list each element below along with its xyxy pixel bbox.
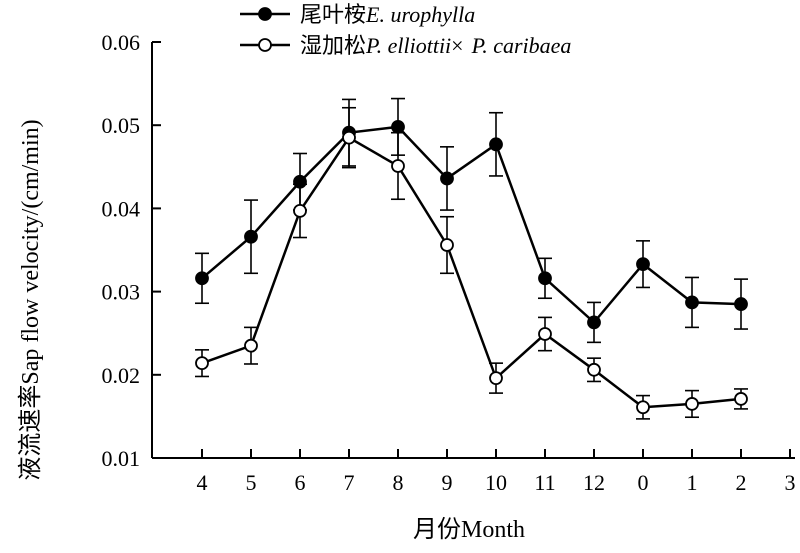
x-tick-label: 0 bbox=[638, 470, 649, 495]
data-point bbox=[685, 295, 699, 310]
data-point bbox=[636, 400, 650, 415]
legend-name-cn: 湿加松 bbox=[300, 33, 366, 58]
data-point bbox=[538, 271, 552, 286]
legend-label: 湿加松P. elliottii× P. caribaea bbox=[300, 33, 571, 58]
data-point bbox=[734, 392, 748, 406]
series-layer bbox=[195, 97, 748, 420]
x-tick-label: 5 bbox=[246, 470, 257, 495]
x-tick-label: 12 bbox=[583, 470, 605, 495]
y-tick-label: 0.02 bbox=[102, 363, 141, 388]
data-point bbox=[587, 315, 601, 330]
legend-name-latin-2: P. caribaea bbox=[471, 33, 572, 58]
y-tick-label: 0.06 bbox=[102, 30, 141, 55]
data-point bbox=[489, 371, 503, 386]
legend-name-cross: × bbox=[451, 33, 463, 58]
legend-name-cn: 尾叶桉 bbox=[300, 2, 366, 27]
legend-marker bbox=[258, 7, 272, 21]
x-tick-label: 3 bbox=[785, 470, 796, 495]
x-tick-label: 7 bbox=[344, 470, 355, 495]
data-point bbox=[538, 327, 552, 341]
series-line bbox=[201, 125, 742, 325]
x-tick-label: 11 bbox=[534, 470, 555, 495]
x-tick-label: 8 bbox=[393, 470, 404, 495]
legend-entry-1: 尾叶桉E. urophylla bbox=[240, 2, 475, 27]
data-point bbox=[587, 362, 601, 377]
data-point bbox=[244, 229, 258, 244]
data-point bbox=[440, 171, 454, 186]
legend: 尾叶桉E. urophylla 湿加松P. elliottii× P. cariba… bbox=[240, 2, 571, 58]
legend-name-latin: P. elliottii bbox=[365, 33, 451, 58]
x-tick-label: 6 bbox=[295, 470, 306, 495]
data-point bbox=[195, 271, 209, 286]
data-point bbox=[734, 297, 748, 311]
series-line bbox=[201, 136, 742, 409]
data-point bbox=[685, 397, 699, 411]
x-tick-label: 1 bbox=[687, 470, 698, 495]
data-point bbox=[489, 137, 503, 152]
y-tick-label: 0.03 bbox=[102, 280, 141, 305]
data-point bbox=[391, 119, 405, 134]
data-point bbox=[195, 356, 209, 371]
series-1 bbox=[195, 97, 748, 344]
data-point bbox=[293, 203, 307, 218]
x-tick-label: 4 bbox=[197, 470, 208, 495]
data-point bbox=[636, 257, 650, 272]
legend-label: 尾叶桉E. urophylla bbox=[300, 2, 475, 27]
axes: 0.010.020.030.040.050.064 5 6 7 8 9 10 11 12 0 1 2 3 bbox=[102, 30, 796, 495]
x-tick-label: 9 bbox=[442, 470, 453, 495]
legend-marker bbox=[258, 38, 272, 52]
series-2 bbox=[195, 106, 748, 420]
x-tick-label: 10 bbox=[485, 470, 507, 495]
x-tick-label: 2 bbox=[736, 470, 747, 495]
data-point bbox=[342, 130, 356, 145]
y-tick-label: 0.01 bbox=[102, 446, 141, 471]
data-point bbox=[244, 338, 258, 353]
y-tick-label: 0.05 bbox=[102, 113, 141, 138]
legend-name-latin: E. urophylla bbox=[365, 2, 475, 27]
data-point bbox=[391, 159, 405, 173]
x-axis-title: 月份Month bbox=[413, 516, 525, 543]
y-axis-title: 液流速率Sap flow velocity/(cm/min) bbox=[17, 119, 44, 480]
y-tick-label: 0.04 bbox=[102, 196, 141, 221]
data-point bbox=[440, 238, 454, 252]
legend-entry-2: 湿加松P. elliottii× P. caribaea bbox=[240, 33, 571, 58]
